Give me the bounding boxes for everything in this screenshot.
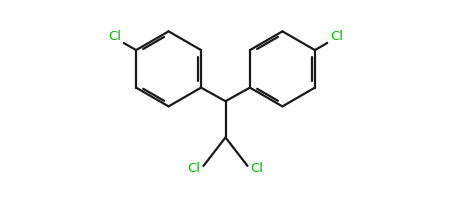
Text: Cl: Cl — [108, 29, 121, 42]
Text: Cl: Cl — [251, 161, 263, 174]
Text: Cl: Cl — [330, 29, 343, 42]
Text: Cl: Cl — [188, 161, 200, 174]
